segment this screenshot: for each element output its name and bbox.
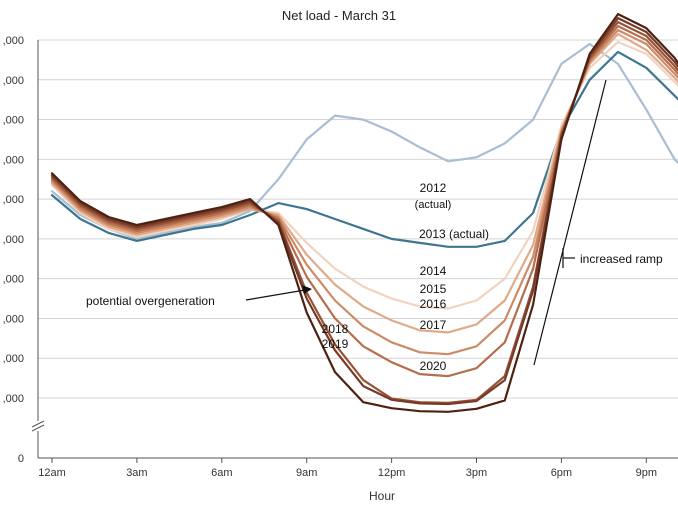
- label-2015: 2015: [420, 282, 447, 296]
- increased-ramp-bracket: [533, 79, 607, 366]
- series-line-2013-actual-: [50, 50, 678, 248]
- series-line-2019: [50, 17, 678, 406]
- label-2018: 2018: [322, 322, 349, 336]
- y-tick-label: ,000: [3, 154, 24, 166]
- y-tick-label: ,000: [3, 313, 24, 325]
- series-line-2015: [50, 32, 678, 334]
- y-tick-label: ,000: [3, 353, 24, 365]
- y-tick-label: ,000: [3, 35, 24, 47]
- axes: [31, 40, 678, 459]
- x-tick-label: 12pm: [378, 467, 406, 479]
- x-tick-label: 3am: [126, 467, 147, 479]
- y-axis-break: [31, 420, 45, 432]
- y-tick-label: ,000: [3, 194, 24, 206]
- x-tick-label: 9pm: [636, 467, 657, 479]
- label-2017: 2017: [420, 318, 447, 332]
- label-2012-actual: (actual): [415, 199, 452, 211]
- series-line-2018: [50, 21, 678, 404]
- x-tick-label: 9am: [296, 467, 317, 479]
- annotations: 2012 (actual) 2013 (actual) 2014 2015 20…: [86, 79, 663, 373]
- y-tick-label: ,000: [3, 75, 24, 87]
- label-2016: 2016: [420, 297, 447, 311]
- increased-ramp-label: increased ramp: [580, 252, 663, 266]
- potential-overgeneration-label: potential overgeneration: [86, 294, 215, 308]
- label-2019: 2019: [322, 337, 349, 351]
- series-lines: [50, 13, 678, 413]
- y-tick-label: ,000: [3, 274, 24, 286]
- series-line-2016: [50, 29, 678, 356]
- chart-title: Net load - March 31: [282, 8, 396, 23]
- overgeneration-arrow: [245, 285, 312, 301]
- x-tick-label: 6am: [211, 467, 232, 479]
- label-2014: 2014: [420, 264, 447, 278]
- y-tick-label: ,000: [3, 393, 24, 405]
- x-tick-label: 3pm: [466, 467, 487, 479]
- label-2013: 2013 (actual): [419, 227, 489, 241]
- series-line-2020: [50, 13, 678, 413]
- x-tick-label: 12am: [38, 467, 66, 479]
- label-2020: 2020: [420, 359, 447, 373]
- y-tick-label: ,000: [3, 234, 24, 246]
- x-tick-label: 6pm: [551, 467, 572, 479]
- x-axis-label: Hour: [369, 489, 395, 503]
- series-line-2017: [50, 25, 678, 378]
- y-tick-label: 0: [18, 453, 24, 465]
- label-2012: 2012: [420, 181, 447, 195]
- x-axis-ticks: 12am 3am 6am 9am 12pm 3pm 6pm 9pm: [38, 458, 657, 479]
- y-axis-ticks: ,000 ,000 ,000 ,000 ,000 ,000 ,000 ,000 ,000 ,000…: [3, 35, 24, 465]
- series-line-2014: [50, 40, 678, 310]
- y-tick-label: ,000: [3, 115, 24, 127]
